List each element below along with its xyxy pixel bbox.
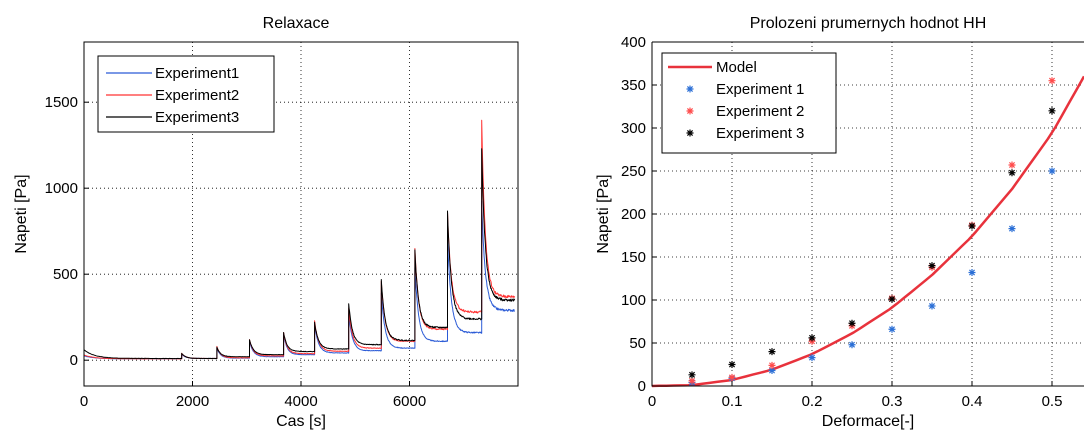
data-point-experiment-3 bbox=[888, 295, 896, 303]
legend-marker bbox=[686, 85, 694, 93]
y-tick-label: 50 bbox=[629, 335, 646, 352]
legend-marker bbox=[686, 129, 694, 137]
legend-label: Experiment 1 bbox=[716, 81, 804, 98]
series-group bbox=[651, 75, 1084, 388]
x-tick-label: 2000 bbox=[176, 393, 209, 410]
data-point-experiment-1 bbox=[768, 367, 776, 375]
y-tick-label: 200 bbox=[621, 206, 646, 223]
chart-title: Prolozeni prumernych hodnot HH bbox=[750, 15, 987, 32]
y-axis-label: Napeti [Pa] bbox=[13, 174, 30, 253]
x-tick-label: 0.2 bbox=[802, 393, 823, 410]
ticks: 0 2000 4000 6000 0 500 1000 1500 bbox=[45, 94, 427, 410]
data-point-experiment-1 bbox=[808, 354, 816, 362]
legend-label: Model bbox=[716, 59, 757, 76]
legend-label: Experiment 2 bbox=[716, 103, 804, 120]
x-tick-label: 0.4 bbox=[962, 393, 983, 410]
y-tick-label: 300 bbox=[621, 120, 646, 137]
data-point-experiment-2 bbox=[1048, 77, 1056, 85]
legend-box bbox=[661, 52, 837, 154]
data-point-experiment-1 bbox=[1048, 167, 1056, 175]
data-point-experiment-2 bbox=[728, 373, 736, 381]
y-tick-label: 1500 bbox=[45, 94, 78, 111]
x-tick-label: 0.3 bbox=[882, 393, 903, 410]
chart-title: Relaxace bbox=[263, 15, 330, 32]
legend-label: Experiment 3 bbox=[716, 125, 804, 142]
y-tick-label: 250 bbox=[621, 163, 646, 180]
data-point-experiment-2 bbox=[1008, 161, 1016, 169]
y-tick-label: 0 bbox=[638, 378, 646, 395]
x-tick-label: 0.1 bbox=[722, 393, 743, 410]
x-tick-label: 0 bbox=[648, 393, 656, 410]
data-point-experiment-3 bbox=[1048, 107, 1056, 115]
fit-chart: Prolozeni prumernych hodnot HH 0 0.1 0.2 0.… bbox=[595, 15, 1084, 430]
series-line-experiment3 bbox=[83, 148, 516, 360]
y-tick-label: 1000 bbox=[45, 180, 78, 197]
y-tick-label: 100 bbox=[621, 292, 646, 309]
legend-label: Experiment3 bbox=[155, 109, 239, 126]
legend: Model Experiment 1 Experiment 2 Experiment … bbox=[661, 52, 837, 154]
x-tick-label: 0.5 bbox=[1042, 393, 1063, 410]
y-tick-label: 0 bbox=[70, 352, 78, 369]
data-point-experiment-3 bbox=[768, 348, 776, 356]
ticks: 0 0.1 0.2 0.3 0.4 0.5 0 50 100 150 200 250 300 350 400 bbox=[621, 34, 1062, 410]
data-point-experiment-3 bbox=[928, 262, 936, 270]
x-tick-label: 4000 bbox=[284, 393, 317, 410]
y-tick-label: 500 bbox=[53, 266, 78, 283]
x-tick-label: 6000 bbox=[393, 393, 426, 410]
series-group bbox=[83, 119, 516, 360]
data-point-experiment-3 bbox=[1008, 169, 1016, 177]
data-point-experiment-1 bbox=[1008, 225, 1016, 233]
y-tick-label: 400 bbox=[621, 34, 646, 51]
legend-label: Experiment2 bbox=[155, 87, 239, 104]
legend-box bbox=[97, 55, 275, 133]
y-axis-label: Napeti [Pa] bbox=[595, 174, 612, 253]
relaxation-chart: Relaxace 0 2000 4000 6000 0 500 1000 1500 Cas [… bbox=[13, 15, 519, 430]
x-axis-label: Cas [s] bbox=[276, 413, 326, 430]
data-point-experiment-2 bbox=[688, 377, 696, 385]
legend-label: Experiment1 bbox=[155, 65, 239, 82]
legend-marker bbox=[686, 107, 694, 115]
data-point-experiment-1 bbox=[928, 302, 936, 310]
data-point-experiment-2 bbox=[768, 361, 776, 369]
data-point-experiment-1 bbox=[888, 325, 896, 333]
y-tick-label: 350 bbox=[621, 77, 646, 94]
x-axis-label: Deformace[-] bbox=[822, 413, 914, 430]
y-tick-label: 150 bbox=[621, 249, 646, 266]
legend: Experiment1 Experiment2 Experiment3 bbox=[97, 55, 275, 133]
x-tick-label: 0 bbox=[80, 393, 88, 410]
data-point-experiment-3 bbox=[808, 334, 816, 342]
data-point-experiment-3 bbox=[848, 319, 856, 327]
model-curve bbox=[651, 75, 1084, 388]
data-point-experiment-3 bbox=[688, 371, 696, 379]
data-point-experiment-1 bbox=[848, 341, 856, 349]
data-point-experiment-1 bbox=[968, 268, 976, 276]
data-point-experiment-3 bbox=[728, 361, 736, 368]
data-point-experiment-3 bbox=[968, 222, 976, 230]
